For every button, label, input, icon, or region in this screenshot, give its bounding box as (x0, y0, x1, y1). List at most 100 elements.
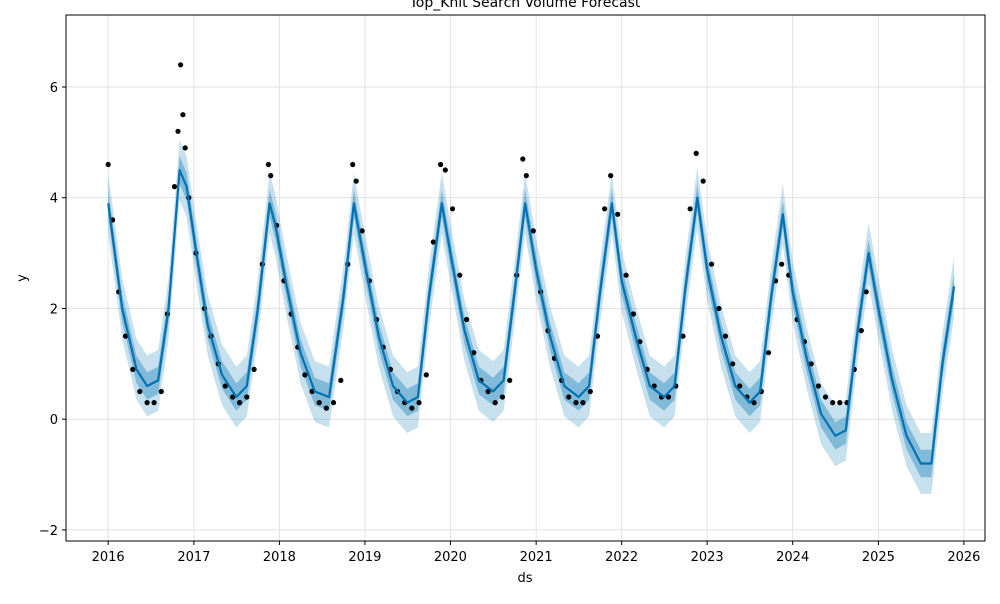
observed-point (316, 400, 322, 406)
observed-point (323, 405, 329, 411)
observed-point (457, 272, 463, 278)
observed-point (244, 394, 250, 400)
observed-point (580, 400, 586, 406)
observed-point (602, 206, 608, 212)
x-tick-label: 2021 (520, 550, 553, 565)
observed-points-layer (105, 62, 869, 411)
y-tick-label: 4 (50, 192, 58, 207)
observed-point (722, 333, 729, 339)
observed-point (330, 400, 337, 406)
observed-point (863, 289, 869, 295)
observed-point (608, 173, 614, 179)
grid (66, 15, 985, 541)
x-tick-label: 2019 (348, 550, 381, 565)
observed-point (630, 311, 637, 317)
x-axis-label: ds (517, 571, 532, 586)
observed-point (471, 350, 477, 356)
observed-point (693, 150, 699, 156)
plot-frame (65, 14, 986, 542)
observed-point (709, 261, 715, 267)
x-tick-label: 2026 (947, 550, 980, 565)
observed-point (130, 366, 136, 372)
x-tick-label: 2017 (177, 550, 210, 565)
observed-point (171, 184, 178, 190)
y-tick-label: 0 (50, 413, 58, 428)
observed-point (615, 211, 621, 217)
observed-point (492, 400, 498, 406)
forecast-line-layer (107, 168, 956, 465)
x-tick-label: 2016 (92, 550, 125, 565)
observed-point (442, 167, 448, 173)
y-tick-label: 6 (50, 81, 58, 96)
observed-point (251, 366, 257, 372)
observed-point (182, 145, 188, 151)
observed-point (507, 377, 513, 383)
x-axis-ticks: 2016 2017 2018 2019 2020 2021 2022 2023 2024 2025… (92, 541, 980, 565)
y-tick-label: −2 (39, 524, 58, 539)
observed-point (485, 388, 491, 395)
observed-point (716, 305, 722, 312)
observed-point (158, 388, 164, 395)
observed-point (350, 161, 356, 168)
observed-point (837, 400, 843, 406)
observed-point (338, 377, 344, 383)
observed-point (105, 161, 111, 168)
observed-point (573, 400, 579, 406)
y-axis-ticks: −2 0 2 4 6 (39, 81, 66, 539)
observed-point (566, 394, 572, 400)
observed-point (180, 112, 186, 118)
x-tick-label: 2025 (862, 550, 895, 565)
observed-point (499, 394, 505, 400)
observed-point (237, 400, 243, 406)
observed-point (520, 156, 526, 162)
x-tick-label: 2024 (776, 550, 809, 565)
observed-point (353, 178, 359, 184)
observed-point (623, 272, 629, 278)
observed-point (730, 361, 736, 367)
observed-point (268, 173, 274, 179)
observed-point (765, 350, 772, 356)
observed-point (175, 128, 181, 134)
observed-point (680, 333, 686, 339)
observed-point (178, 62, 184, 68)
uncertainty-band-layer (108, 139, 955, 494)
observed-point (416, 400, 422, 406)
observed-point (409, 405, 415, 411)
observed-point (302, 372, 308, 378)
observed-point (737, 383, 743, 389)
observed-point (438, 161, 444, 168)
observed-point (822, 394, 829, 400)
observed-point (464, 316, 470, 323)
y-axis-label: y (15, 274, 30, 282)
observed-point (137, 388, 143, 395)
observed-point (665, 394, 672, 400)
y-tick-label: 2 (50, 302, 58, 317)
observed-point (587, 388, 593, 395)
observed-point (423, 372, 429, 378)
x-tick-label: 2022 (605, 550, 638, 565)
observed-point (265, 161, 271, 168)
observed-point (222, 383, 228, 389)
observed-point (830, 400, 836, 406)
observed-point (530, 228, 536, 234)
observed-point (594, 333, 601, 339)
observed-point (449, 206, 456, 212)
uncertainty-band (108, 139, 955, 494)
chart-title: Top_Knit Search Volume Forecast (409, 0, 641, 11)
observed-point (815, 383, 822, 389)
x-tick-label: 2023 (691, 550, 724, 565)
observed-point (144, 400, 150, 406)
observed-point (359, 228, 365, 234)
forecast-line (107, 168, 956, 465)
observed-point (523, 173, 529, 179)
observed-point (700, 178, 706, 184)
observed-point (430, 239, 436, 245)
observed-point (687, 206, 693, 212)
observed-point (151, 400, 157, 406)
x-tick-label: 2020 (434, 550, 467, 565)
observed-point (122, 333, 129, 339)
observed-point (751, 400, 757, 406)
